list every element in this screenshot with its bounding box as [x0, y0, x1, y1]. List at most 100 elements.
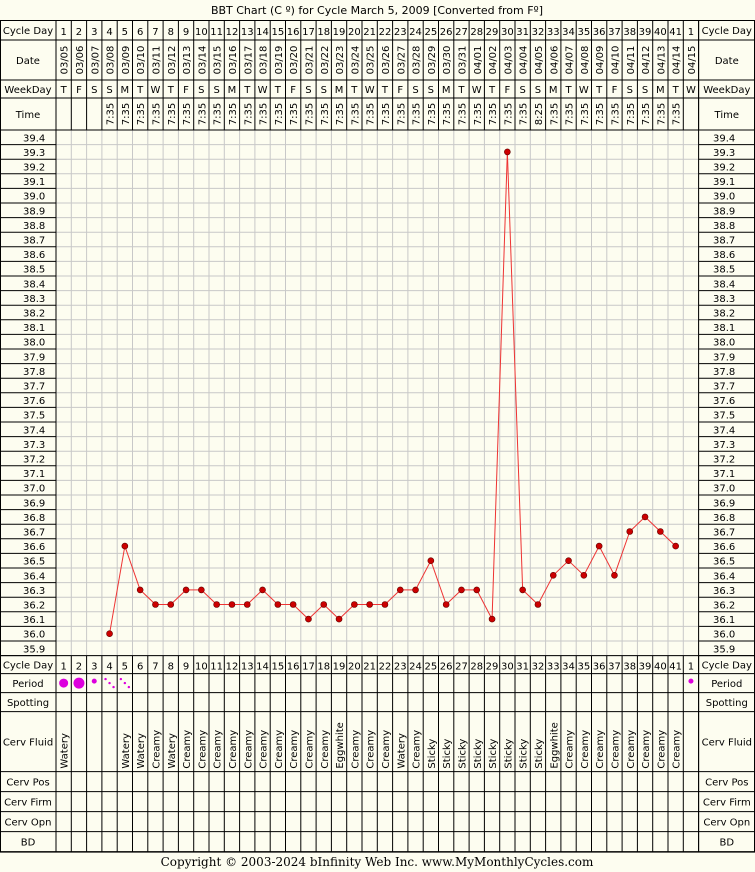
- time-cell: 7:35: [442, 103, 453, 125]
- temperature-point: [412, 586, 419, 594]
- time-cell: 7:35: [335, 103, 346, 125]
- temperature-point: [320, 601, 328, 608]
- temperature-point: [473, 586, 481, 594]
- date-cell: 03/05: [60, 46, 71, 75]
- ytick-label-left: 37.8: [23, 367, 45, 378]
- ytick-label-left: 38.8: [23, 221, 45, 232]
- temperature-line-segment: [430, 560, 447, 605]
- ytick-label-left: 38.5: [23, 265, 45, 276]
- cerv-firm-label-left: Cerv Firm: [4, 798, 52, 809]
- temperature-point: [228, 601, 236, 608]
- temperature-line-segment: [308, 604, 325, 620]
- cycle-day-cell: 3: [91, 27, 97, 38]
- cycle-day-cell-bottom: 33: [547, 662, 560, 673]
- temperature-point: [121, 542, 129, 550]
- temperature-point: [458, 586, 465, 594]
- temperature-line-segment: [506, 151, 524, 590]
- cycle-day-bottom-label-left: Cycle Day: [3, 661, 53, 672]
- temperature-point: [657, 528, 664, 535]
- temperature-point: [396, 586, 404, 594]
- cycle-day-cell-bottom: 6: [137, 662, 143, 673]
- cerv-fluid-cell: Creamy: [259, 730, 270, 769]
- cycle-day-cell-bottom: 26: [440, 662, 453, 673]
- cycle-day-cell: 7: [152, 27, 158, 38]
- cycle-day-cell-bottom: 7: [152, 662, 158, 673]
- time-cell: 8:25: [534, 103, 545, 125]
- ytick-label-right: 36.2: [713, 601, 735, 612]
- ytick-label-right: 37.4: [713, 425, 735, 436]
- bd-label-left: BD: [21, 838, 36, 849]
- ytick-label-left: 36.6: [23, 542, 45, 553]
- time-cell: 7:35: [167, 103, 178, 125]
- date-cell: 04/13: [656, 46, 667, 75]
- ytick-label-left: 36.0: [23, 630, 45, 641]
- temperature-point: [534, 601, 542, 608]
- cycle-day-cell: 24: [409, 27, 422, 38]
- cycle-day-cell: 30: [501, 27, 514, 38]
- time-cell: 7:35: [549, 103, 560, 125]
- ytick-label-right: 38.5: [713, 265, 735, 276]
- time-cell: 7:35: [488, 103, 499, 125]
- cerv-fluid-cell: Creamy: [366, 730, 377, 769]
- cycle-day-cell-bottom: 4: [106, 662, 112, 673]
- cycle-day-cell: 29: [486, 27, 499, 38]
- time-cell: 7:35: [381, 103, 392, 125]
- weekday-cell: T: [136, 85, 144, 96]
- cerv-fluid-cell: Creamy: [151, 730, 162, 769]
- date-cell: 03/08: [106, 46, 117, 75]
- temperature-point: [274, 601, 282, 608]
- cycle-day-cell-bottom: 38: [623, 662, 636, 673]
- date-cell: 03/07: [90, 46, 101, 75]
- cycle-day-cell-bottom: 34: [562, 662, 575, 673]
- cycle-day-cell: 18: [317, 27, 330, 38]
- cycle-day-cell-bottom: 13: [241, 662, 254, 673]
- time-cell: 7:35: [106, 103, 117, 125]
- cycle-day-cell-bottom: 40: [654, 662, 667, 673]
- chart-title: BBT Chart (C º) for Cycle March 5, 2009 …: [211, 4, 543, 17]
- time-cell: 7:35: [672, 103, 683, 125]
- weekday-cell: T: [672, 85, 680, 96]
- cerv-fluid-cell: Sticky: [503, 739, 514, 769]
- weekday-cell: W: [472, 85, 482, 96]
- cycle-day-label-left: Cycle Day: [3, 26, 53, 37]
- period-marker-heavy: [73, 677, 85, 689]
- date-cell: 04/02: [488, 46, 499, 75]
- weekday-cell: S: [412, 85, 418, 96]
- ytick-label-left: 36.7: [23, 528, 45, 539]
- ytick-label-left: 36.8: [23, 513, 45, 524]
- time-cell: 7:35: [565, 103, 576, 125]
- cerv-fluid-cell: Creamy: [641, 730, 652, 769]
- cerv-fluid-cell: Creamy: [350, 730, 361, 769]
- time-cell: 7:35: [121, 103, 132, 125]
- temperature-point: [672, 542, 679, 550]
- temperature-point: [182, 586, 190, 594]
- date-cell: 03/28: [412, 46, 423, 75]
- period-marker-heavy: [59, 678, 69, 688]
- ytick-label-left: 38.1: [23, 323, 45, 334]
- ytick-label-right: 38.0: [713, 338, 735, 349]
- cerv-fluid-cell: Eggwhite: [549, 722, 560, 768]
- weekday-cell: W: [579, 85, 589, 96]
- cerv-fluid-cell: Creamy: [565, 730, 576, 769]
- cerv-fluid-cell: Creamy: [381, 730, 392, 769]
- temperature-point: [427, 557, 435, 565]
- weekday-cell: M: [121, 85, 130, 96]
- date-cell: 03/30: [442, 46, 453, 75]
- cycle-day-cell-bottom: 29: [486, 662, 499, 673]
- date-cell: 03/27: [396, 46, 407, 75]
- time-cell: 7:35: [457, 103, 468, 125]
- weekday-cell: W: [686, 85, 696, 96]
- cycle-day-cell-bottom: 36: [593, 662, 606, 673]
- cycle-day-cell-bottom: 8: [168, 662, 174, 673]
- weekday-cell: S: [213, 85, 219, 96]
- cycle-day-cell-bottom: 31: [516, 662, 529, 673]
- cycle-day-cell-bottom: 37: [608, 662, 621, 673]
- date-cell: 04/06: [549, 46, 560, 75]
- cycle-day-cell-bottom: 19: [333, 662, 346, 673]
- ytick-label-left: 36.2: [23, 601, 45, 612]
- ytick-label-right: 38.4: [713, 279, 735, 290]
- weekday-cell: T: [167, 85, 175, 96]
- weekday-cell: W: [365, 85, 375, 96]
- cerv-fluid-cell: Sticky: [442, 739, 453, 769]
